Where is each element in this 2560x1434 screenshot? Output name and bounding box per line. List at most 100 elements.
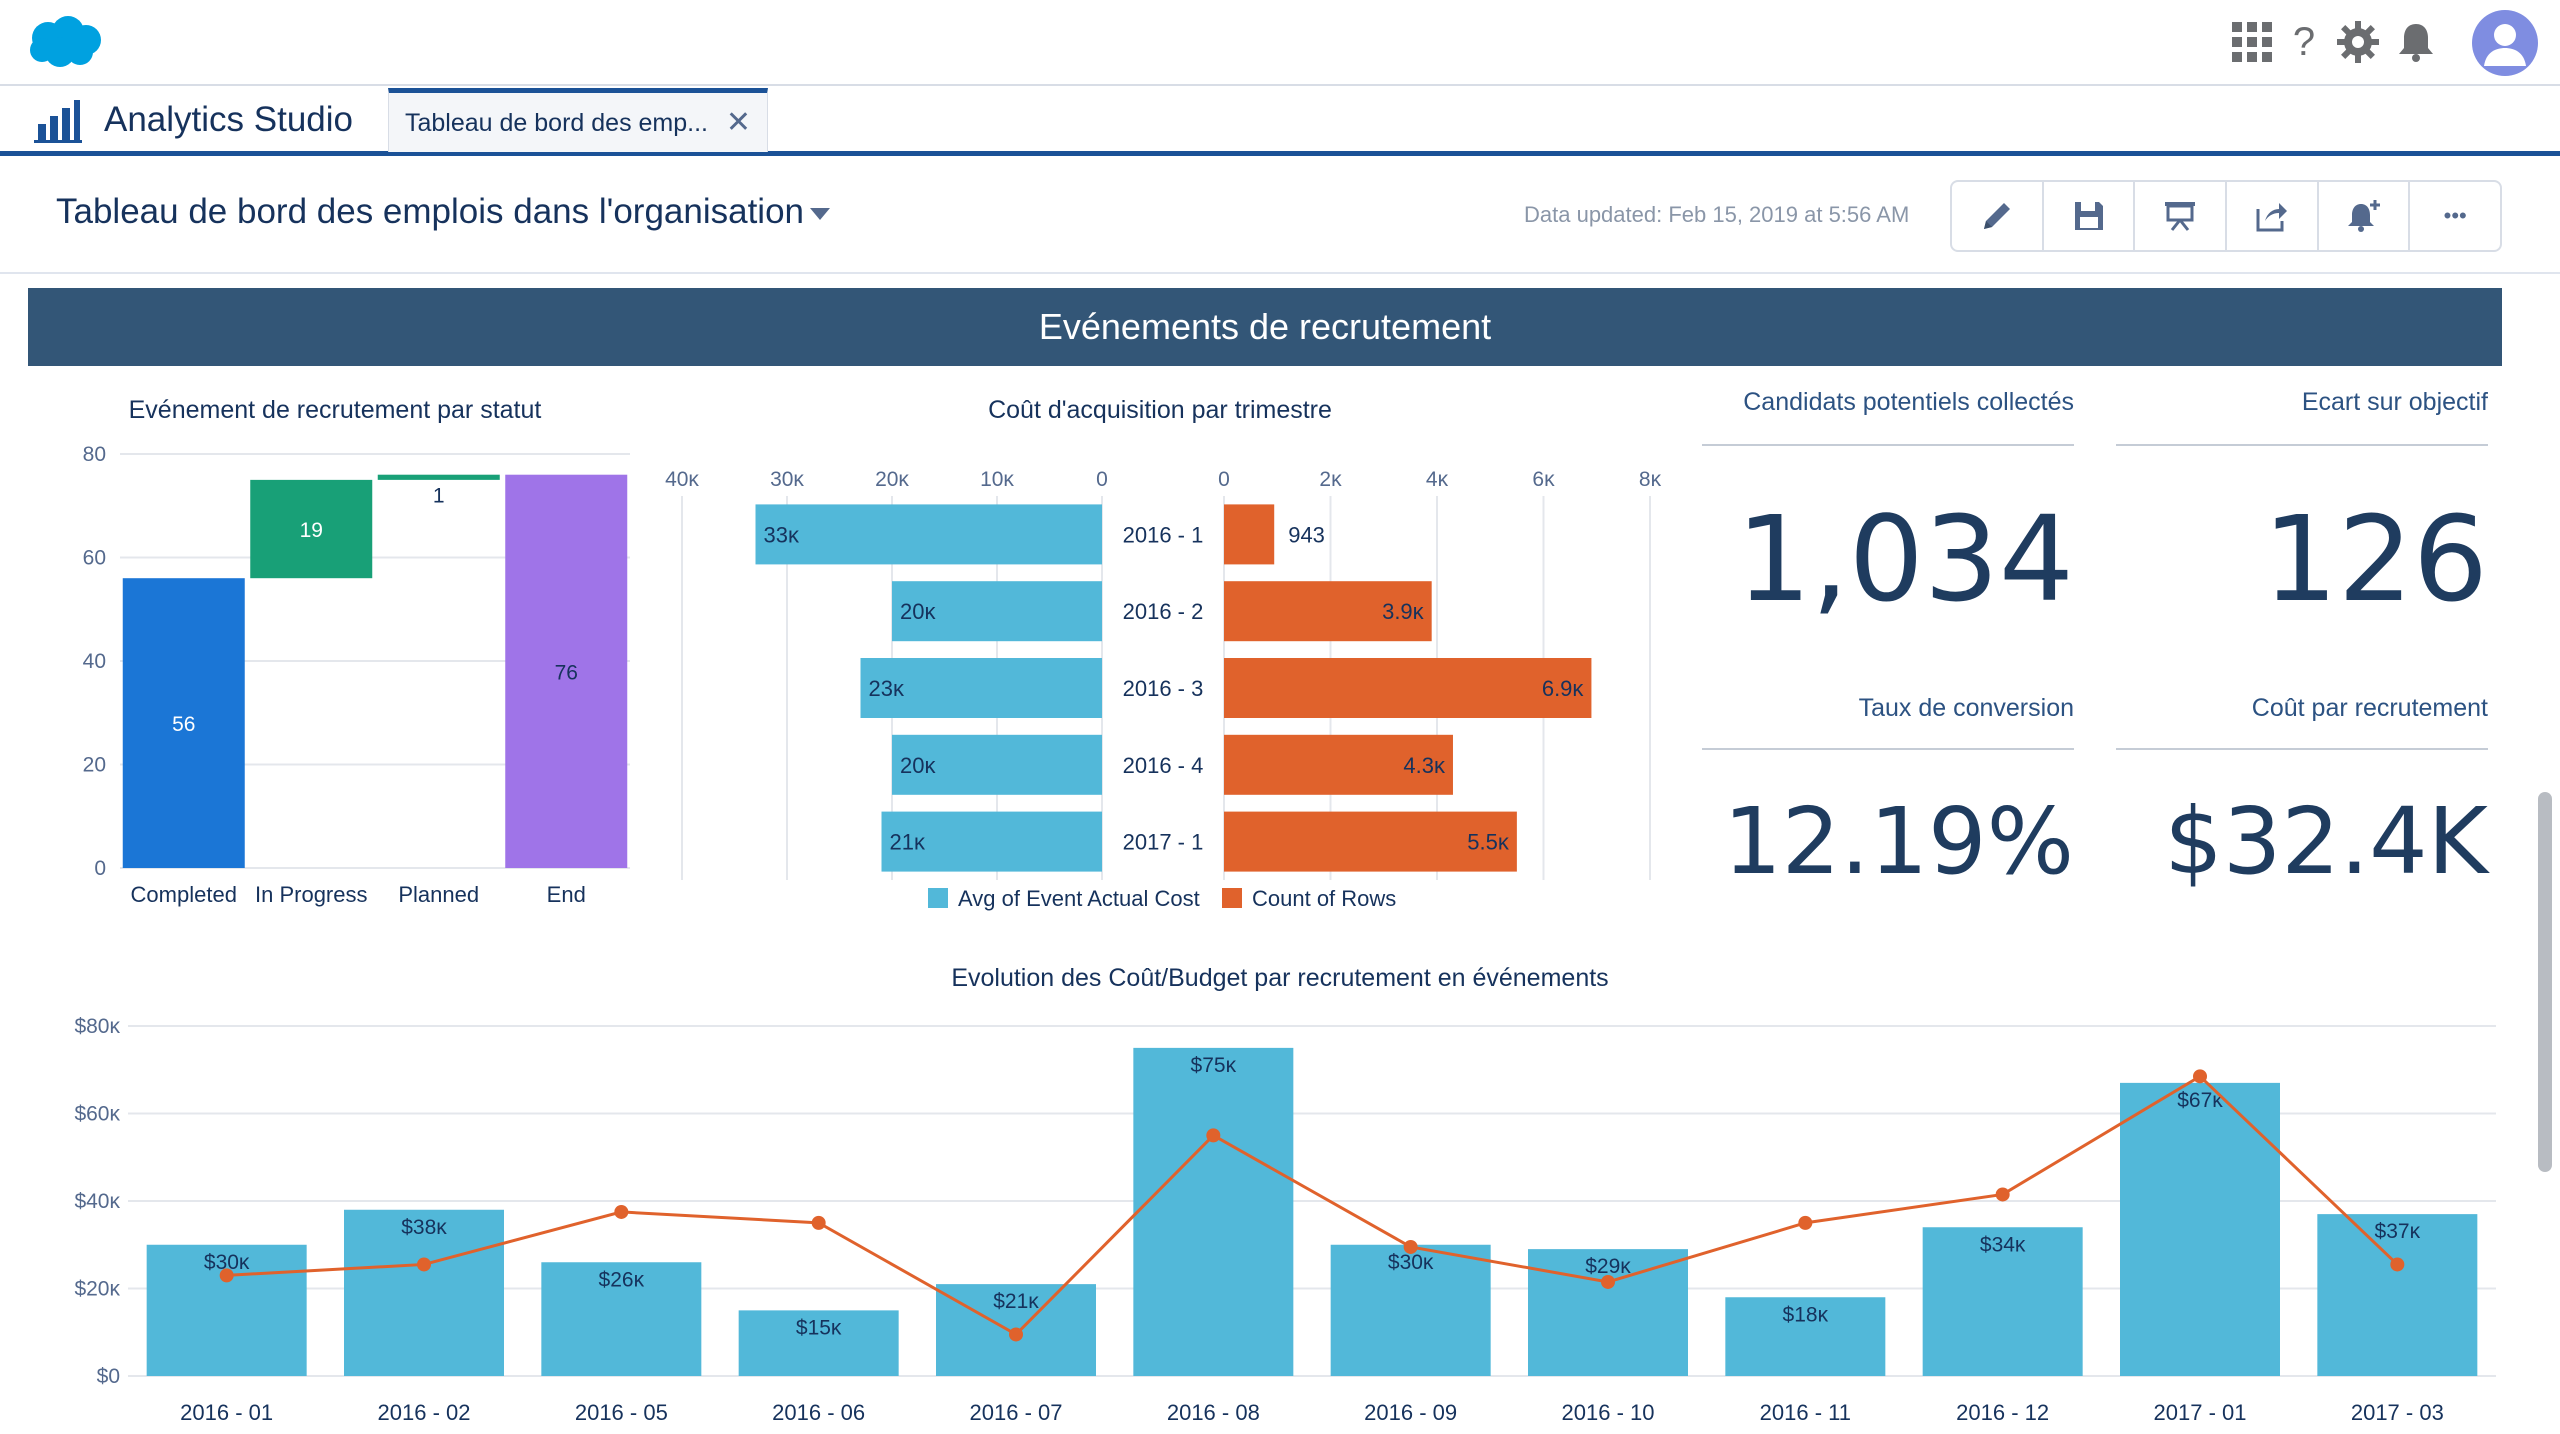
cost-bar: [1330, 1244, 1491, 1376]
status-bar: [377, 474, 500, 480]
conversion-kpi-label: Taux de conversion: [1858, 694, 2074, 722]
budget-line-point: [219, 1268, 234, 1283]
cost-bar: [2317, 1214, 2478, 1376]
acquisition-cost-chart[interactable]: 40ĸ 30ĸ 20ĸ 10ĸ 0 0 2ĸ 4ĸ 6ĸ 8ĸ 33ĸ 943 2016 - 1 20ĸ 3…: [660, 460, 1680, 930]
month-category-label: 2017 - 03: [2351, 1400, 2444, 1425]
more-actions-icon[interactable]: •••: [2443, 203, 2467, 228]
salesforce-cloud-logo[interactable]: [26, 14, 106, 70]
save-icon[interactable]: [2044, 182, 2136, 250]
avg-cost-bar-label: 33ĸ: [764, 522, 800, 547]
dashboard-menu-chevron-icon[interactable]: [810, 208, 830, 220]
setup-gear-icon[interactable]: [2334, 18, 2382, 66]
month-category-label: 2016 - 12: [1956, 1400, 2049, 1425]
legend-label-count-rows: Count of Rows: [1252, 886, 1396, 911]
status-chart-title: Evénement de recrutement par statut: [128, 396, 542, 424]
cost-bar-label: $15ĸ: [796, 1316, 842, 1339]
subscribe-bell-icon[interactable]: [2319, 182, 2411, 250]
cost-bar-label: $26ĸ: [599, 1268, 645, 1291]
y-tick-label: 0: [94, 857, 106, 880]
month-category-label: 2016 - 01: [180, 1400, 273, 1425]
count-rows-bar: [1224, 581, 1432, 642]
user-avatar-icon[interactable]: [2472, 10, 2538, 76]
quarter-category-label: 2016 - 2: [1123, 599, 1204, 624]
left-axis-tick-label: 30ĸ: [770, 468, 804, 491]
cost-bar-label: $75ĸ: [1191, 1054, 1237, 1077]
y-tick-label: $60ĸ: [74, 1103, 120, 1126]
left-axis-tick-label: 10ĸ: [980, 468, 1014, 491]
status-bar-label: 1: [433, 485, 445, 508]
status-waterfall-chart[interactable]: 0 20 40 60 80 56 Completed 19 In Progress 1 Planne…: [60, 436, 640, 916]
acquisition-chart-title: Coût d'acquisition par trimestre: [988, 396, 1332, 424]
count-rows-bar-label: 6.9ĸ: [1542, 676, 1585, 701]
scrollbar[interactable]: [2538, 792, 2552, 1172]
y-tick-label: $40ĸ: [74, 1190, 120, 1213]
app-name: Analytics Studio: [104, 100, 354, 139]
help-icon[interactable]: ?: [2292, 19, 2316, 64]
evolution-cost-chart[interactable]: $0 $20ĸ $40ĸ $60ĸ $80ĸ $30ĸ 2016 - 01 $38ĸ 2016 …: [40, 1000, 2520, 1434]
budget-line-point: [2390, 1257, 2405, 1272]
budget-line-point: [1009, 1327, 1023, 1342]
avg-cost-bar: [881, 811, 1102, 872]
right-axis-tick-label: 6ĸ: [1532, 468, 1555, 491]
cost-bar: [738, 1310, 899, 1376]
status-bar: [122, 578, 245, 868]
avg-cost-bar-label: 20ĸ: [900, 753, 936, 778]
candidates-kpi-label: Candidats potentiels collectés: [1743, 388, 2074, 416]
month-category-label: 2016 - 07: [970, 1400, 1063, 1425]
cost-kpi-value: $32.4K: [2164, 788, 2488, 895]
count-rows-bar: [1224, 734, 1453, 795]
right-axis-tick-label: 0: [1218, 468, 1230, 491]
cost-bar: [1133, 1047, 1294, 1376]
count-rows-bar: [1224, 504, 1275, 565]
avg-cost-bar-label: 20ĸ: [900, 599, 936, 624]
edit-pencil-icon[interactable]: [1952, 182, 2044, 250]
candidates-kpi-value: 1,034: [1736, 490, 2074, 628]
cost-bar-label: $30ĸ: [1388, 1251, 1434, 1274]
month-category-label: 2016 - 06: [772, 1400, 865, 1425]
close-tab-icon[interactable]: ✕: [725, 106, 751, 139]
dashboard-tab[interactable]: Tableau de bord des emp... ✕: [388, 88, 768, 152]
app-bar: Analytics Studio Tableau de bord des emp…: [0, 86, 2560, 156]
notifications-bell-icon[interactable]: [2392, 18, 2440, 66]
month-category-label: 2016 - 08: [1167, 1400, 1260, 1425]
right-axis-tick-label: 2ĸ: [1319, 468, 1342, 491]
budget-line-point: [1798, 1215, 1813, 1230]
x-category-label: Completed: [131, 882, 237, 907]
budget-line-point: [811, 1215, 826, 1230]
quarter-category-label: 2016 - 4: [1123, 753, 1204, 778]
legend-label-avg-cost: Avg of Event Actual Cost: [958, 886, 1200, 911]
y-tick-label: $0: [97, 1365, 120, 1388]
cost-kpi-divider: [2116, 748, 2488, 750]
cost-bar: [344, 1209, 504, 1376]
count-rows-bar-label: 943: [1288, 522, 1325, 547]
right-axis-tick-label: 4ĸ: [1426, 468, 1449, 491]
left-axis-tick-label: 20ĸ: [875, 468, 909, 491]
budget-line-point: [1206, 1128, 1221, 1143]
avg-cost-bar-label: 23ĸ: [869, 676, 905, 701]
cost-bar-label: $18ĸ: [1783, 1303, 1829, 1326]
gap-kpi-value: 126: [2262, 490, 2488, 628]
global-header: ?: [0, 0, 2560, 86]
right-axis-tick-label: 8ĸ: [1639, 468, 1662, 491]
cost-kpi-label: Coût par recrutement: [2251, 694, 2488, 722]
y-tick-label: 40: [83, 650, 106, 673]
dashboard-header: Tableau de bord des emplois dans l'organ…: [0, 156, 2560, 274]
quarter-category-label: 2016 - 1: [1123, 522, 1204, 547]
y-tick-label: $80ĸ: [74, 1015, 120, 1038]
cost-bar: [541, 1262, 702, 1376]
x-category-label: In Progress: [255, 882, 368, 907]
left-axis-tick-label: 0: [1096, 468, 1108, 491]
present-icon[interactable]: [2135, 182, 2228, 250]
legend-swatch-avg-cost: [928, 888, 948, 908]
x-category-label: Planned: [398, 882, 479, 907]
share-icon[interactable]: [2227, 182, 2319, 250]
budget-line-point: [2193, 1069, 2207, 1084]
cost-bar-label: $21ĸ: [993, 1290, 1039, 1313]
gap-kpi-label: Ecart sur objectif: [2301, 388, 2488, 416]
conversion-kpi-divider: [1702, 748, 2074, 750]
count-rows-bar: [1224, 658, 1592, 718]
app-launcher-icon[interactable]: [2228, 18, 2276, 66]
status-bar-label: 76: [555, 661, 578, 684]
cost-bar-label: $67ĸ: [2177, 1089, 2223, 1112]
cost-bar: [1528, 1249, 1688, 1376]
